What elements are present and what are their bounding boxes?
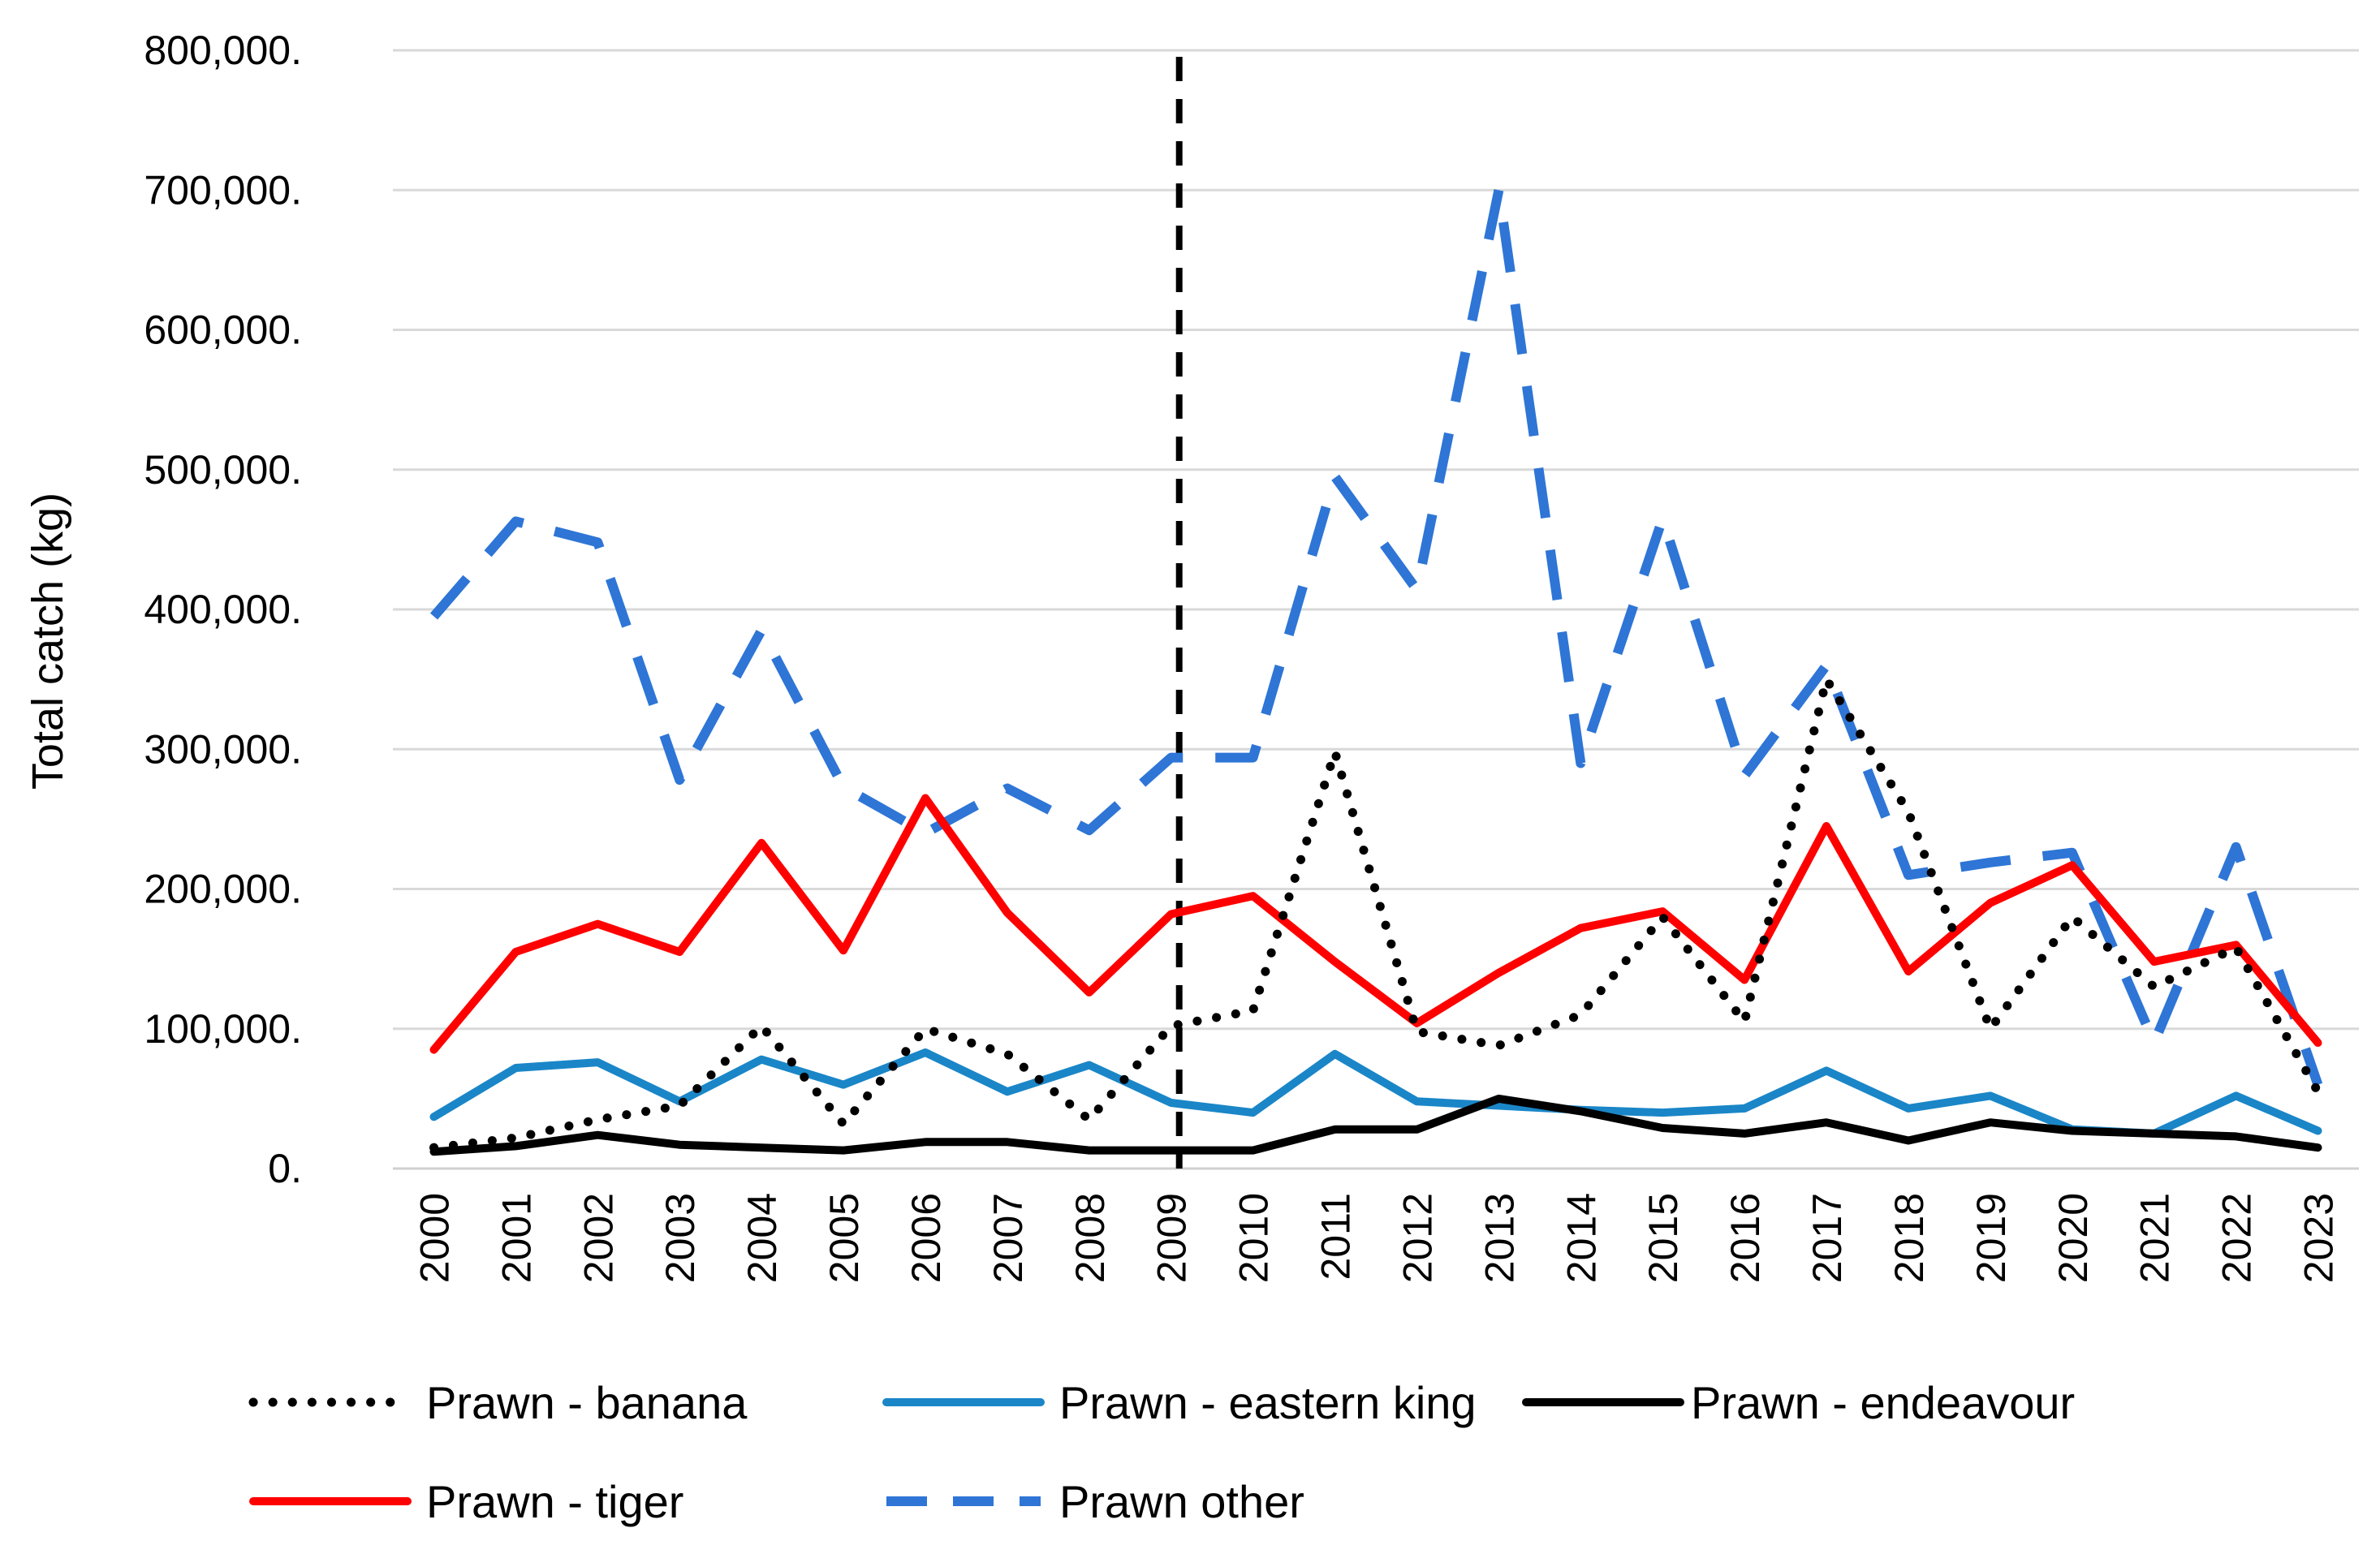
x-tick-label: 2002: [576, 1193, 621, 1283]
x-tick-label: 2001: [494, 1193, 539, 1283]
x-tick-label: 2011: [1313, 1193, 1359, 1281]
x-tick-label: 2004: [739, 1193, 785, 1283]
x-tick-label: 2009: [1149, 1193, 1195, 1283]
x-tick-label: 2019: [1968, 1193, 2014, 1283]
y-axis-ticks: 0. 100,000. 200,000. 300,000. 400,000. 500,00…: [144, 28, 302, 1191]
gridlines: [393, 49, 2359, 1170]
x-axis-ticks: 2000 2001 2002 2003 2004 2005 2006 2007 2008 2009…: [412, 1193, 2341, 1283]
y-tick-label: 400,000.: [144, 587, 302, 632]
series-line-prawn-endeavour: [429, 1094, 2322, 1156]
legend-item: Prawn other: [886, 1476, 1304, 1527]
x-tick-label: 2017: [1804, 1193, 1850, 1283]
y-tick-label: 200,000.: [144, 867, 302, 912]
legend-item: Prawn - tiger: [249, 1476, 683, 1527]
legend-item: Prawn - eastern king: [882, 1377, 1477, 1428]
series-line-prawn-tiger: [429, 794, 2322, 1054]
y-tick-label: 600,000.: [144, 308, 302, 353]
y-axis-title: Total catch (kg): [24, 493, 72, 790]
x-tick-label: 2022: [2214, 1193, 2260, 1283]
x-tick-label: 2006: [903, 1193, 949, 1283]
legend-item: Prawn - endeavour: [1522, 1377, 2075, 1428]
legend-label: Prawn other: [1059, 1476, 1304, 1527]
legend-label: Prawn - tiger: [426, 1476, 683, 1527]
series-lines: [429, 185, 2323, 1156]
x-tick-label: 2018: [1886, 1193, 1932, 1283]
x-tick-label: 2021: [2132, 1193, 2178, 1283]
y-tick-label: 0.: [268, 1146, 302, 1191]
x-tick-label: 2005: [821, 1193, 867, 1283]
x-tick-label: 2003: [658, 1193, 703, 1283]
x-tick-label: 2012: [1395, 1193, 1440, 1283]
legend-label: Prawn - eastern king: [1059, 1377, 1477, 1428]
x-tick-label: 2008: [1067, 1193, 1113, 1283]
x-tick-label: 2016: [1722, 1193, 1768, 1283]
y-tick-label: 700,000.: [144, 167, 302, 213]
x-tick-label: 2013: [1477, 1193, 1522, 1283]
legend-label: Prawn - banana: [426, 1377, 748, 1428]
y-tick-label: 800,000.: [144, 28, 302, 73]
x-tick-label: 2010: [1231, 1193, 1277, 1283]
series-line-prawn-other: [429, 185, 2323, 1087]
y-tick-label: 500,000.: [144, 447, 302, 493]
series-line-prawn-eastern-king: [429, 1048, 2322, 1138]
y-tick-label: 300,000.: [144, 726, 302, 772]
legend-label: Prawn - endeavour: [1691, 1377, 2075, 1428]
x-tick-label: 2020: [2050, 1193, 2096, 1283]
x-tick-label: 2015: [1641, 1193, 1686, 1283]
x-tick-label: 2023: [2296, 1193, 2342, 1283]
y-tick-label: 100,000.: [144, 1006, 302, 1052]
legend-item: Prawn - banana: [248, 1377, 748, 1428]
x-tick-label: 2014: [1559, 1193, 1604, 1283]
x-tick-label: 2000: [412, 1193, 457, 1283]
x-tick-label: 2007: [985, 1193, 1031, 1283]
series-line-prawn-banana: [429, 674, 2322, 1152]
legend: Prawn - banana Prawn - eastern king Prawn …: [248, 1377, 2075, 1527]
